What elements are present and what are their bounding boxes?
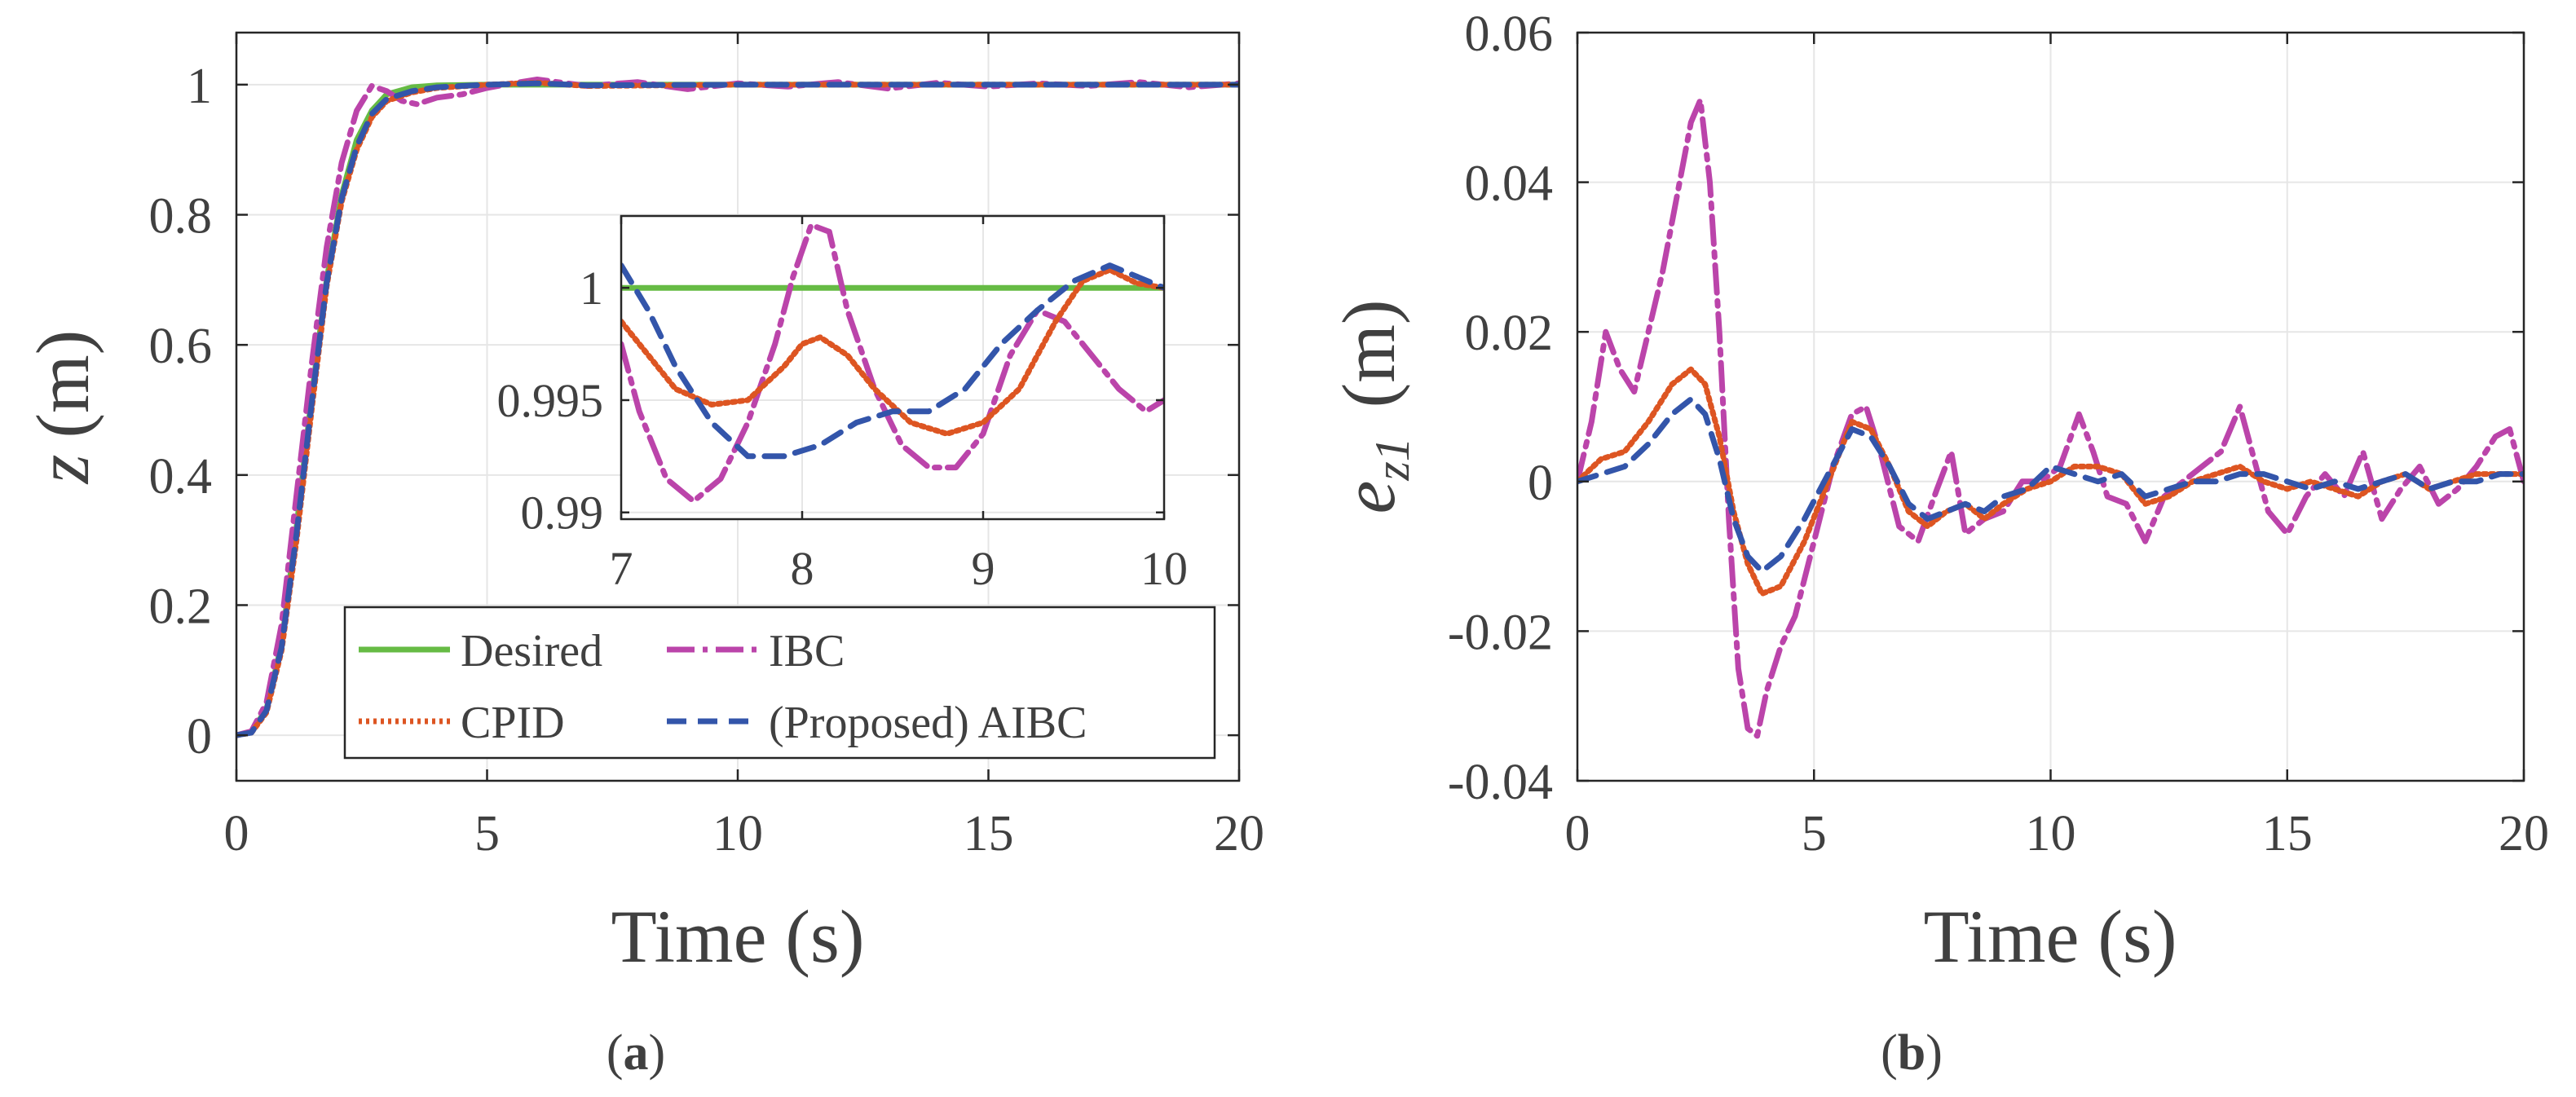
inset-series-aibc — [621, 262, 1164, 460]
panel-b-y-ticks: -0.04 -0.02 0 0.02 0.04 0.06 — [1448, 7, 2524, 810]
panel-a-caption-close: ) — [649, 1025, 666, 1081]
panel-a-y-tick-label: 0.4 — [149, 449, 213, 504]
panel-a-x-axis-title: Time (s) — [611, 895, 865, 978]
panel-a-caption: (a) — [607, 1025, 665, 1081]
panel-a-y-tick-label: 0.6 — [149, 319, 213, 374]
panel-b-x-tick-label: 15 — [2262, 806, 2313, 861]
panel-b-x-tick-label: 20 — [2499, 806, 2549, 861]
inset-x-tick-label: 7 — [610, 542, 633, 595]
legend-label-aibc: (Proposed) AIBC — [769, 698, 1087, 748]
panel-b-y-tick-label: 0.04 — [1465, 156, 1554, 212]
panel-b-series-aibc — [1577, 396, 2524, 575]
inset-x-tick-label: 9 — [972, 542, 995, 595]
panel-a-series-aibc — [236, 80, 1239, 738]
panel-b-series-clip — [1577, 97, 2524, 739]
inset-y-tick-label: 0.995 — [497, 374, 604, 427]
panel-a: 0 5 10 15 20 0 0.2 0.4 0.6 0.8 1 7 8 9 10 0.99 0.995 1… — [21, 31, 1264, 1081]
panel-b-y-tick-label: 0.02 — [1465, 306, 1554, 361]
panel-b-x-tick-label: 5 — [1802, 806, 1827, 861]
panel-b-y-axis-title: ez1 (m) — [1327, 299, 1419, 513]
panel-a-legend: Desired IBC CPID (Proposed) AIBC — [343, 606, 1216, 760]
panel-b-y-tick-label: -0.02 — [1448, 605, 1553, 660]
panel-b-x-tick-label: 0 — [1565, 806, 1590, 861]
inset-y-tick-label: 1 — [580, 262, 603, 315]
panel-b-series-cpid — [1577, 366, 2524, 597]
panel-a-x-tick-label: 15 — [964, 806, 1014, 861]
panel-a-caption-letter: a — [624, 1025, 649, 1081]
panel-b-y-axis-unit: (m) — [1327, 299, 1410, 408]
inset-series-cpid — [621, 267, 1164, 437]
panel-b-x-axis-title: Time (s) — [1924, 895, 2177, 978]
panel-a-y-axis-unit: (m) — [21, 330, 104, 438]
panel-b-x-tick-label: 10 — [2026, 806, 2076, 861]
inset-background — [621, 216, 1164, 519]
inset-y-tick-label: 0.99 — [521, 487, 604, 540]
panel-a-x-tick-label: 5 — [474, 806, 500, 861]
panel-a-x-ticks: 0 5 10 15 20 — [224, 33, 1264, 861]
panel-b-caption-close: ) — [1925, 1025, 1943, 1081]
panel-a-y-tick-label: 0.2 — [149, 579, 213, 634]
panel-b-series-ibc — [1577, 97, 2524, 739]
panel-b: 0 5 10 15 20 -0.04 -0.02 0 0.02 0.04 0.06 Time (s… — [1327, 7, 2549, 1081]
panel-b-series — [1577, 97, 2524, 739]
legend-box — [343, 606, 1216, 760]
panel-a-series — [236, 77, 1239, 738]
panel-b-y-tick-label: 0.06 — [1465, 7, 1554, 62]
panel-a-x-tick-label: 20 — [1214, 806, 1264, 861]
legend-label-ibc: IBC — [769, 626, 845, 676]
panel-a-series-clip — [236, 77, 1239, 738]
panel-a-x-tick-label: 0 — [224, 806, 249, 861]
inset-x-tick-label: 8 — [791, 542, 814, 595]
panel-b-caption: (b) — [1881, 1025, 1943, 1081]
panel-a-y-ticks: 0 0.2 0.4 0.6 0.8 1 — [149, 59, 1239, 764]
panel-b-x-ticks: 0 5 10 15 20 — [1565, 33, 2549, 861]
panel-a-x-tick-label: 10 — [712, 806, 763, 861]
panel-b-caption-open: ( — [1881, 1025, 1898, 1081]
legend-label-cpid: CPID — [461, 698, 565, 748]
panel-b-y-axis-variable: e — [1327, 481, 1410, 514]
panel-a-y-tick-label: 0 — [187, 709, 212, 764]
panel-a-caption-open: ( — [607, 1025, 624, 1081]
panel-a-y-axis-variable: z — [21, 455, 104, 486]
inset-series — [621, 222, 1164, 504]
inset-x-tick-label: 10 — [1140, 542, 1188, 595]
panel-b-y-tick-label: 0 — [1528, 456, 1553, 511]
panel-b-caption-letter: b — [1898, 1025, 1925, 1081]
inset-series-clip — [621, 222, 1164, 504]
legend-label-desired: Desired — [461, 626, 602, 676]
panel-a-y-tick-label: 0.8 — [149, 189, 213, 245]
panel-b-y-axis-subscript: z1 — [1365, 437, 1419, 481]
inset-axes-frame — [620, 214, 1166, 521]
inset-x-ticks: 7 8 9 10 — [610, 216, 1188, 595]
panel-a-y-tick-label: 1 — [187, 59, 212, 114]
panel-a-inset: 7 8 9 10 0.99 0.995 1 — [497, 214, 1188, 595]
inset-y-ticks: 0.99 0.995 1 — [497, 262, 1164, 540]
panel-b-y-tick-label: -0.04 — [1448, 755, 1553, 810]
panel-a-y-axis-title: z (m) — [21, 330, 104, 486]
